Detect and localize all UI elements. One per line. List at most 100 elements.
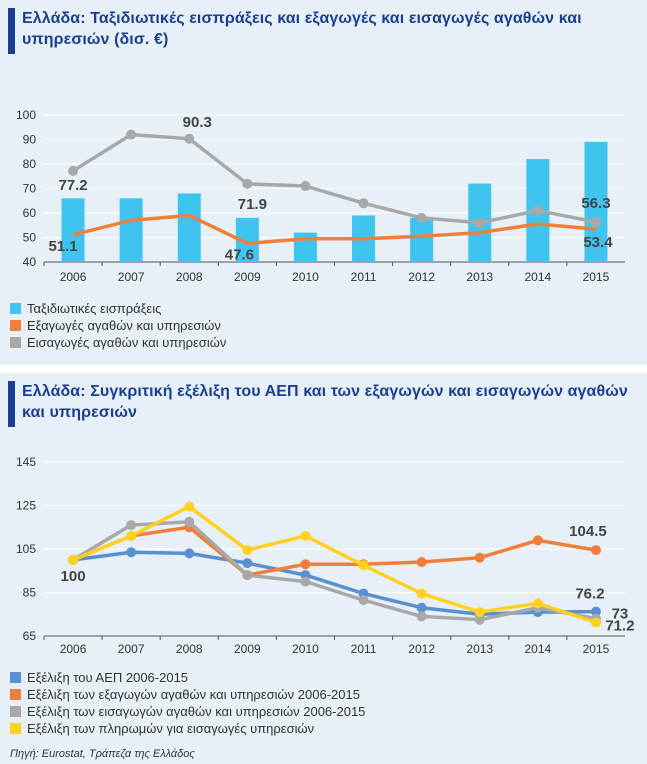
title-accent-bar	[8, 8, 15, 54]
y-tick-label: 105	[16, 542, 36, 556]
series-point	[358, 595, 369, 606]
x-tick-label: 2013	[466, 270, 493, 284]
series-line	[72, 525, 597, 577]
data-label: 47.6	[225, 246, 254, 263]
series-point	[126, 547, 137, 558]
data-label: 76.2	[575, 586, 604, 603]
series-point	[68, 554, 79, 565]
series-point	[416, 212, 427, 223]
series-point	[590, 545, 601, 556]
legend-swatch	[10, 303, 21, 314]
bar	[119, 198, 143, 262]
data-label: 90.3	[183, 114, 212, 131]
series-line	[72, 504, 597, 625]
series-point	[590, 217, 601, 228]
series-point	[590, 617, 601, 628]
series-point	[474, 614, 485, 625]
series-point	[358, 560, 369, 571]
series-point	[474, 217, 485, 228]
x-tick-label: 2015	[583, 270, 610, 284]
series-point	[242, 558, 253, 569]
x-tick-label: 2006	[60, 642, 87, 656]
series-point	[184, 501, 195, 512]
legend-swatch	[10, 706, 21, 717]
y-tick-label: 70	[23, 182, 37, 196]
bar	[177, 193, 201, 262]
y-tick-label: 100	[16, 108, 36, 122]
data-label: 71.9	[238, 196, 267, 213]
series-point	[126, 129, 137, 140]
series-point	[300, 576, 311, 587]
y-tick-label: 125	[16, 499, 36, 513]
x-tick-label: 2014	[524, 642, 551, 656]
series-point	[416, 557, 427, 568]
series-point	[242, 570, 253, 581]
x-tick-label: 2011	[351, 642, 377, 656]
series-point	[184, 133, 195, 144]
data-label: 104.5	[569, 523, 607, 540]
x-tick-label: 2013	[466, 642, 493, 656]
legend-label: Εξαγωγές αγαθών και υπηρεσιών	[27, 318, 221, 333]
legend-label: Εισαγωγές αγαθών και υπηρεσιών	[27, 335, 227, 350]
data-label: 51.1	[48, 238, 77, 255]
y-tick-label: 40	[23, 255, 37, 269]
chart-2-plot: 65 85 105 125 145 2006 2007 2008 2009 2010 2011 201…	[16, 455, 635, 656]
y-tick-label: 145	[16, 455, 36, 469]
chart-1-plot: 40 50 60 70 80 90 100 2006 2007 2008 2009 2010 2011 2…	[16, 108, 625, 284]
series-point	[358, 198, 369, 209]
x-tick-label: 2007	[118, 642, 145, 656]
series-line	[72, 520, 597, 622]
series-point	[126, 520, 137, 531]
legend-swatch	[10, 672, 21, 683]
series-point	[184, 548, 195, 559]
data-label: 73	[612, 606, 629, 623]
x-tick-label: 2009	[234, 270, 261, 284]
series-point	[474, 552, 485, 563]
legend-swatch	[10, 723, 21, 734]
chart-1-legend-item: Εξαγωγές αγαθών και υπηρεσιών	[10, 317, 226, 334]
source-note: Πηγή: Eurostat, Τράπεζα της Ελλάδος	[10, 748, 195, 760]
legend-label: Ταξιδιωτικές εισπράξεις	[27, 301, 162, 316]
series-point	[474, 607, 485, 618]
series-point	[416, 611, 427, 622]
x-tick-label: 2008	[176, 642, 203, 656]
series-point	[184, 516, 195, 527]
chart-2-legend: Εξέλιξη του ΑΕΠ 2006-2015 Εξέλιξη των εξα…	[10, 669, 365, 737]
series-point	[532, 205, 543, 216]
chart-2-title: Ελλάδα: Συγκριτική εξέλιξη του ΑΕΠ και τ…	[22, 383, 628, 421]
y-tick-label: 80	[23, 157, 37, 171]
data-label: 77.2	[58, 177, 87, 194]
legend-label: Εξέλιξη των εισαγωγών αγαθών και υπηρεσι…	[27, 704, 366, 719]
chart-2-legend-item: Εξέλιξη των εισαγωγών αγαθών και υπηρεσι…	[10, 703, 365, 720]
x-tick-label: 2010	[292, 642, 319, 656]
y-tick-label: 50	[23, 231, 37, 245]
chart-1-legend: Ταξιδιωτικές εισπράξεις Εξαγωγές αγαθών κ…	[10, 300, 226, 351]
y-tick-label: 65	[23, 629, 37, 643]
legend-swatch	[10, 337, 21, 348]
chart-title-block-2: Ελλάδα: Συγκριτική εξέλιξη του ΑΕΠ και τ…	[8, 381, 639, 427]
x-tick-label: 2009	[234, 642, 261, 656]
x-tick-label: 2011	[351, 270, 377, 284]
series-point	[590, 606, 601, 617]
series-point	[300, 530, 311, 541]
series-point	[416, 602, 427, 613]
data-label: 100	[61, 568, 86, 585]
y-tick-label: 85	[23, 586, 37, 600]
bar	[61, 198, 85, 262]
legend-label: Εξέλιξη των πληρωμών για εισαγωγές υπηρε…	[27, 721, 315, 736]
legend-label: Εξέλιξη των εξαγωγών αγαθών και υπηρεσιώ…	[27, 687, 360, 702]
x-tick-label: 2006	[60, 270, 87, 284]
series-line	[72, 213, 597, 246]
x-tick-label: 2014	[524, 270, 551, 284]
series-point	[242, 178, 253, 189]
chart-1-title: Ελλάδα: Ταξιδιωτικές εισπράξεις και εξαγ…	[22, 10, 582, 48]
x-tick-label: 2010	[292, 270, 319, 284]
chart-panel-2: Ελλάδα: Συγκριτική εξέλιξη του ΑΕΠ και τ…	[0, 373, 647, 764]
series-point	[300, 181, 311, 192]
y-tick-label: 90	[23, 133, 37, 147]
chart-2-legend-item: Εξέλιξη των πληρωμών για εισαγωγές υπηρε…	[10, 720, 365, 737]
bar	[410, 217, 434, 262]
x-tick-label: 2015	[583, 642, 610, 656]
chart-1-legend-item: Ταξιδιωτικές εισπράξεις	[10, 300, 226, 317]
series-point	[416, 588, 427, 599]
